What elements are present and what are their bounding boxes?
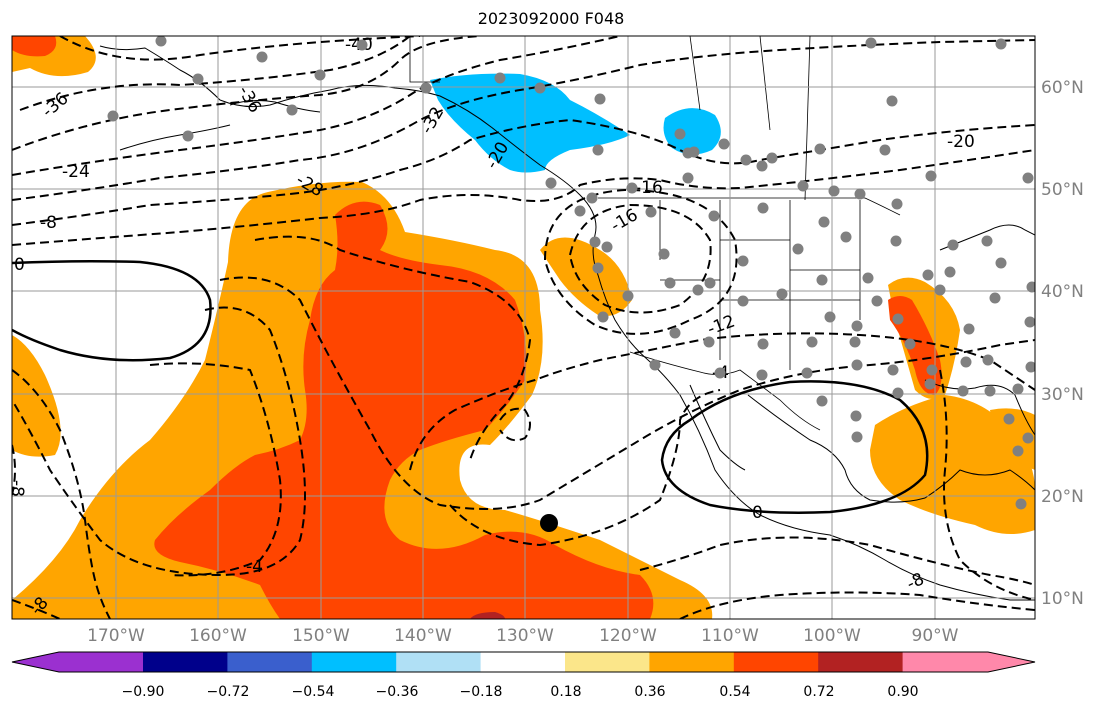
svg-text:0.36: 0.36	[634, 684, 665, 700]
colorbar	[11, 651, 1036, 673]
colorbar-segment	[480, 652, 566, 672]
svg-text:0.72: 0.72	[803, 684, 834, 700]
svg-text:0.54: 0.54	[719, 684, 750, 700]
svg-text:120°W: 120°W	[599, 626, 657, 646]
svg-text:-8: -8	[40, 213, 57, 233]
svg-text:40°N: 40°N	[1041, 282, 1084, 302]
svg-text:20°N: 20°N	[1041, 487, 1084, 507]
negative-contours	[12, 36, 1035, 619]
svg-text:−0.72: −0.72	[207, 684, 250, 700]
map-border	[11, 35, 1036, 620]
svg-text:-16: -16	[635, 178, 663, 198]
colorbar-segment	[565, 652, 650, 672]
svg-text:60°N: 60°N	[1041, 78, 1084, 98]
svg-text:−0.54: −0.54	[292, 684, 335, 700]
svg-text:−0.18: −0.18	[460, 684, 503, 700]
svg-text:-8: -8	[904, 569, 928, 594]
country-borders	[409, 36, 901, 431]
colorbar-segment	[311, 652, 397, 672]
svg-text:170°W: 170°W	[87, 626, 145, 646]
longitude-labels: 170°W 160°W 150°W 140°W 130°W 120°W 110°…	[87, 626, 959, 646]
svg-text:90°W: 90°W	[912, 626, 959, 646]
station-markers	[107, 36, 1035, 510]
svg-text:-24: -24	[62, 162, 90, 182]
svg-text:10°N: 10°N	[1041, 589, 1084, 609]
target-marker	[540, 514, 558, 532]
svg-text:-8: -8	[7, 480, 27, 497]
svg-text:150°W: 150°W	[292, 626, 350, 646]
latitude-labels: 60°N 50°N 40°N 30°N 20°N 10°N	[1041, 78, 1084, 609]
svg-text:−0.36: −0.36	[376, 684, 419, 700]
svg-text:160°W: 160°W	[189, 626, 247, 646]
svg-text:50°N: 50°N	[1041, 180, 1084, 200]
svg-text:0: 0	[14, 255, 25, 275]
svg-text:30°N: 30°N	[1041, 385, 1084, 405]
colorbar-segment	[59, 652, 143, 672]
peak-anomaly-fill	[470, 612, 505, 619]
svg-text:130°W: 130°W	[496, 626, 554, 646]
colorbar-segment	[227, 652, 313, 672]
colorbar-segment	[733, 652, 819, 672]
svg-text:−0.90: −0.90	[122, 684, 165, 700]
svg-text:0: 0	[752, 503, 763, 523]
zero-contours	[12, 259, 929, 514]
colorbar-extend-low	[12, 652, 59, 672]
colorbar-outline	[11, 651, 1036, 673]
map-title: 2023092000 F048	[477, 9, 625, 28]
colorbar-segment	[396, 652, 482, 672]
svg-text:-4: -4	[246, 557, 263, 577]
colorbar-segment	[902, 652, 988, 672]
colorbar-tick-labels: −0.90 −0.72 −0.54 −0.36 −0.18 0.18 0.36 …	[122, 684, 919, 700]
svg-text:0.90: 0.90	[887, 684, 918, 700]
svg-text:140°W: 140°W	[394, 626, 452, 646]
svg-text:0.18: 0.18	[550, 684, 581, 700]
colorbar-segment	[143, 652, 228, 672]
colorbar-segment	[818, 652, 904, 672]
svg-text:110°W: 110°W	[701, 626, 759, 646]
svg-text:100°W: 100°W	[803, 626, 861, 646]
colorbar-extend-high	[988, 652, 1035, 672]
svg-text:-20: -20	[947, 132, 975, 152]
colorbar-segment	[649, 652, 735, 672]
graticule	[12, 36, 1035, 619]
